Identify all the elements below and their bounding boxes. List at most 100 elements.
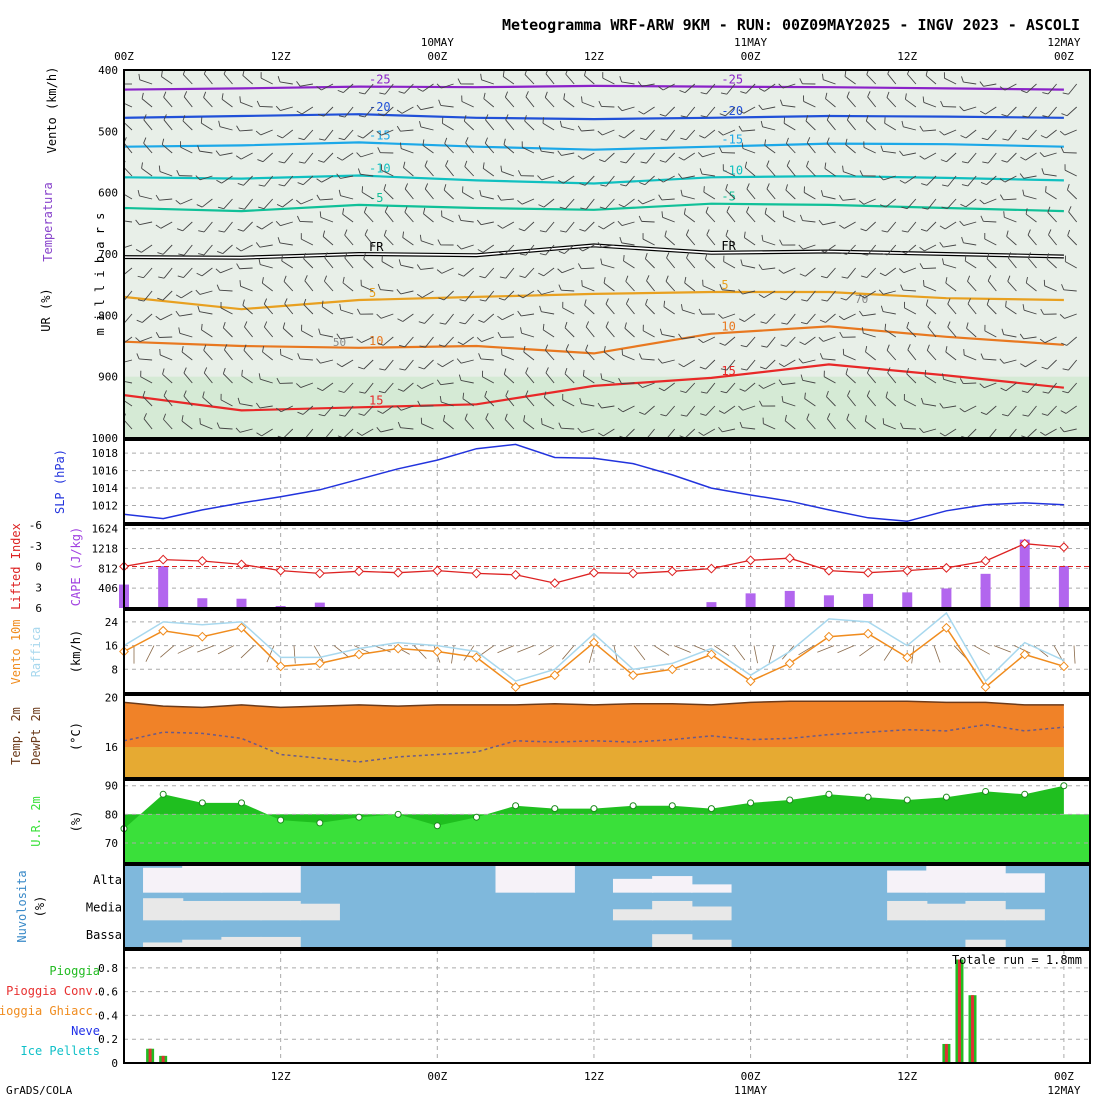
cape-axis-label: CAPE (J/kg) — [69, 527, 83, 606]
wind-arrow — [974, 646, 990, 655]
top-hour-label: 00Z — [427, 50, 447, 63]
isotherm-label: 15 — [721, 364, 735, 378]
wind-arrow — [197, 646, 214, 653]
cape-tick-label: 812 — [98, 562, 118, 575]
rh2m-point — [434, 823, 440, 829]
rh2m-point — [1061, 783, 1067, 789]
rh2m-point — [473, 814, 479, 820]
li-point — [707, 564, 715, 572]
li-point — [511, 571, 519, 579]
rh-side-label: UR (%) — [39, 288, 53, 331]
wind10m-point — [668, 665, 676, 673]
wind-barb-flag — [925, 370, 926, 376]
cloud-cover-cell — [691, 884, 731, 892]
wind-arrow — [734, 646, 745, 660]
li-point — [981, 557, 989, 565]
wind-arrow — [414, 646, 426, 659]
cape-bar — [236, 599, 246, 608]
cloud-cover-cell — [495, 865, 535, 893]
cloud-cover-cell — [926, 865, 966, 893]
rh-tick-label: 90 — [105, 780, 118, 793]
wind10m-side-label: Vento 10m — [9, 619, 23, 684]
li-point — [825, 566, 833, 574]
rh2m-point — [238, 800, 244, 806]
slp-axis-label: SLP (hPa) — [53, 449, 67, 514]
wind-barb — [260, 106, 273, 107]
isotherm-label: 5 — [369, 286, 376, 300]
precip-tick-label: 0.6 — [98, 986, 118, 999]
wind-barb — [923, 268, 936, 269]
rh2m-point — [787, 797, 793, 803]
wind-barb-flag — [583, 370, 584, 376]
cloud-cover-cell — [691, 940, 731, 948]
wind-arrow — [497, 646, 514, 653]
bottom-hour-label: 00Z — [427, 1070, 447, 1083]
cloud-cover-cell — [691, 907, 731, 921]
wind-barb-flag — [240, 96, 241, 102]
top-hour-label: 12Z — [584, 50, 604, 63]
wind-arrow — [1014, 646, 1030, 654]
wind10m-point — [159, 627, 167, 635]
slp-tick-label: 1016 — [92, 465, 119, 478]
cloud-cover-cell — [261, 901, 301, 920]
wind-barb-flag — [542, 418, 543, 424]
li-point — [864, 568, 872, 576]
li-tick-label: 6 — [35, 602, 42, 615]
rh2m-point — [708, 806, 714, 812]
temp-tick-label: 16 — [105, 741, 118, 754]
li-axis-label: Lifted Index — [9, 523, 23, 610]
top-hour-label: 00Z — [1054, 50, 1074, 63]
precip-legend-label: Pioggia Conv. — [6, 984, 100, 998]
wind-arrow — [994, 646, 1011, 653]
wind-arrow — [817, 646, 834, 653]
rh-lower-band — [124, 814, 1090, 863]
wind-arrow — [934, 646, 940, 663]
wind-arrow — [859, 646, 874, 657]
rh-tick-label: 80 — [105, 808, 118, 821]
pressure-tick-label: 1000 — [92, 432, 119, 445]
li-point — [433, 566, 441, 574]
wind10m-point — [825, 632, 833, 640]
wind-side-label: Vento (km/h) — [45, 67, 59, 154]
li-point — [316, 569, 324, 577]
wind-tick-label: 8 — [111, 663, 118, 676]
cloud-cover-cell — [887, 901, 927, 920]
wind-arrow — [539, 646, 554, 655]
rh2m-point — [983, 788, 989, 794]
rh2m-point — [591, 806, 597, 812]
li-point — [629, 569, 637, 577]
wind-arrow — [160, 646, 174, 658]
rh2m-point — [317, 820, 323, 826]
bottom-hour-label: 00Z — [1054, 1070, 1074, 1083]
wind-barb-flag — [240, 280, 241, 286]
temp2m-side-label: Temp. 2m — [9, 707, 23, 765]
wind-arrow — [769, 646, 774, 663]
cape-bar — [1059, 566, 1069, 608]
wind-barb-flag — [200, 418, 201, 424]
slp-tick-label: 1014 — [92, 482, 119, 495]
top-date-label: 10MAY — [421, 36, 454, 49]
temp-axis-label: (°C) — [69, 722, 83, 751]
cape-bar — [1020, 540, 1030, 608]
bottom-date-label: 12MAY — [1047, 1084, 1080, 1097]
wind-barb-flag — [624, 255, 625, 261]
rh2m-point — [904, 797, 910, 803]
wind-arrow — [799, 646, 814, 655]
rh2m-point — [552, 806, 558, 812]
li-point — [786, 554, 794, 562]
precip-tick-label: 0 — [111, 1057, 118, 1070]
chart-title: Meteogramma WRF-ARW 9KM - RUN: 00Z09MAY2… — [502, 16, 1080, 34]
isotherm-label: FR — [721, 239, 736, 253]
wind10m-point — [433, 647, 441, 655]
isotherm-label: 10 — [369, 334, 383, 348]
precip-total-annotation: Totale run = 1.8mm — [952, 953, 1082, 967]
wind-arrow — [178, 646, 194, 654]
wind-arrow — [294, 646, 295, 664]
bottom-hour-label: 00Z — [741, 1070, 761, 1083]
cloud-cover-cell — [182, 901, 222, 920]
wind-barb-flag — [1046, 186, 1047, 192]
